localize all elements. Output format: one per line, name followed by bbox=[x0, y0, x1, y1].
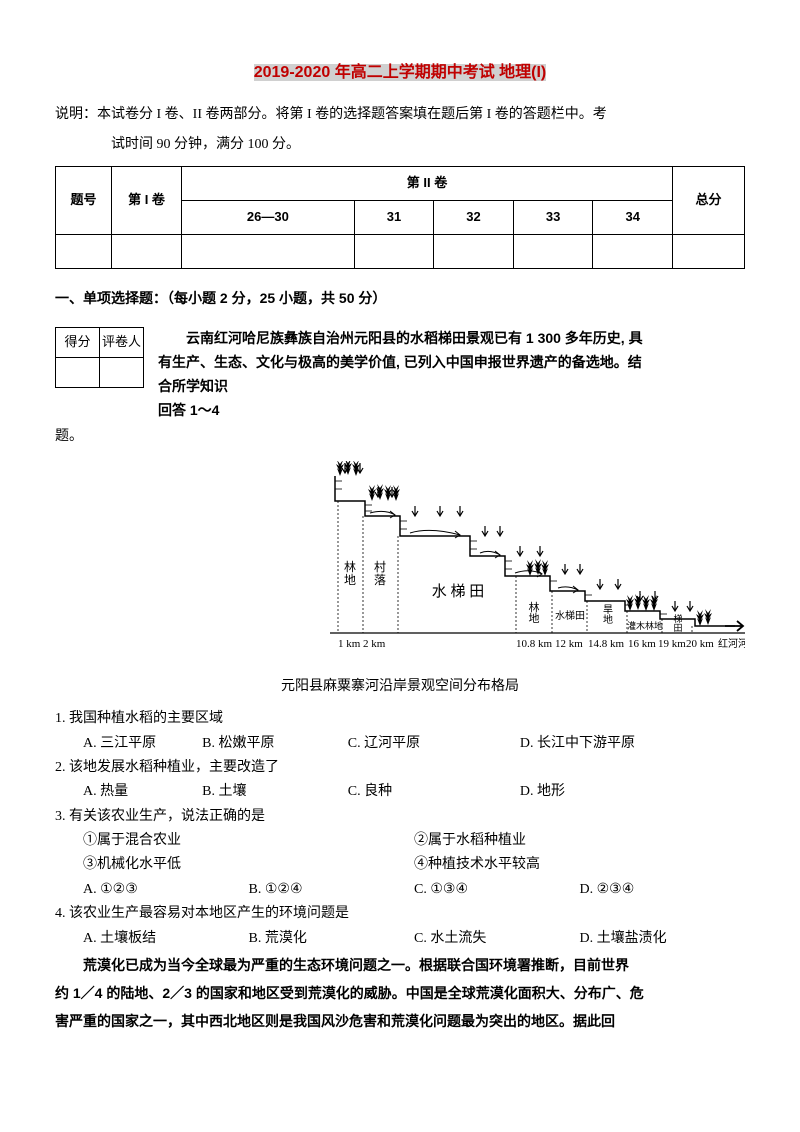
blank-cell bbox=[182, 234, 355, 268]
q3-s2: ②属于水稻种植业 bbox=[414, 830, 745, 852]
grader-table: 得分 评卷人 bbox=[55, 327, 144, 388]
label-terrace2: 水梯田 bbox=[555, 609, 585, 622]
sub-col-3: 33 bbox=[513, 201, 593, 235]
section-1-header: 一、单项选择题：（每小题 2 分，25 小题，共 50 分） bbox=[55, 287, 745, 309]
q1-opts: A. 三江平原 B. 松嫩平原 C. 辽河平原 D. 长江中下游平原 bbox=[55, 733, 745, 755]
river-label: 红河河谷 bbox=[718, 637, 745, 650]
mini-cell-b: 评卷人 bbox=[100, 328, 144, 358]
col-header-part1: 第 I 卷 bbox=[112, 167, 182, 235]
blank-cell bbox=[112, 234, 182, 268]
tick-3: 12 km bbox=[555, 638, 583, 650]
tick-1: 2 km bbox=[363, 638, 386, 650]
q3-opt-a: A. ①②③ bbox=[83, 879, 249, 901]
final-p2: 约 1／4 的陆地、2／3 的国家和地区受到荒漠化的威胁。中国是全球荒漠化面积大… bbox=[55, 982, 745, 1006]
q2-text: 2. 该地发展水稻种植业，主要改造了 bbox=[55, 757, 745, 779]
q1-opt-c: C. 辽河平原 bbox=[348, 733, 520, 755]
q1-opt-a: A. 三江平原 bbox=[83, 733, 202, 755]
q2-opt-a: A. 热量 bbox=[83, 781, 202, 803]
passage-leftover: 题。 bbox=[55, 426, 745, 448]
q4-opt-a: A. 土壤板结 bbox=[83, 928, 249, 950]
q4-text: 4. 该农业生产最容易对本地区产生的环境问题是 bbox=[55, 903, 745, 925]
label-terrace3: 梯田 bbox=[673, 613, 682, 633]
passage-text: 云南红河哈尼族彝族自治州元阳县的水稻梯田景观已有 1 300 多年历史, 具 有… bbox=[158, 327, 643, 422]
q4-opt-c: C. 水土流失 bbox=[414, 928, 580, 950]
blank-cell bbox=[354, 234, 434, 268]
q4-opt-b: B. 荒漠化 bbox=[249, 928, 415, 950]
title-year: 2019-2020 bbox=[254, 64, 331, 81]
final-p1: 荒漠化已成为当今全球最为严重的生态环境问题之一。根据联合国环境署推断，目前世界 bbox=[55, 954, 745, 978]
passage-l3: 合所学知识 bbox=[158, 375, 643, 399]
label-village: 村落 bbox=[374, 560, 386, 587]
terrain-diagram: 林地 村落 水 梯 田 林地 水梯田 旱地 灌木林地 梯田 1 km 2 km … bbox=[330, 461, 745, 656]
label-shrub: 灌木林地 bbox=[627, 620, 663, 631]
page-title: 2019-2020 年高二上学期期中考试 地理(I) bbox=[55, 60, 745, 86]
blank-cell bbox=[56, 234, 112, 268]
mini-cell-a: 得分 bbox=[56, 328, 100, 358]
tick-7: 20 km bbox=[686, 638, 714, 650]
q3-s4: ④种植技术水平较高 bbox=[414, 854, 745, 876]
score-summary-table: 题号 第 I 卷 第 II 卷 总分 26—30 31 32 33 34 bbox=[55, 166, 745, 268]
passage-block: 得分 评卷人 云南红河哈尼族彝族自治州元阳县的水稻梯田景观已有 1 300 多年… bbox=[55, 327, 745, 422]
tick-5: 16 km bbox=[628, 638, 656, 650]
q2-opt-d: D. 地形 bbox=[520, 781, 745, 803]
q3-opt-b: B. ①②④ bbox=[249, 879, 415, 901]
passage-l1: 云南红河哈尼族彝族自治州元阳县的水稻梯田景观已有 1 300 多年历史, 具 bbox=[158, 327, 643, 351]
sub-col-2: 32 bbox=[434, 201, 514, 235]
q4-opt-d: D. 土壤盐渍化 bbox=[580, 928, 746, 950]
terrain-diagram-wrap: 林地 村落 水 梯 田 林地 水梯田 旱地 灌木林地 梯田 1 km 2 km … bbox=[55, 461, 745, 656]
final-p3: 害严重的国家之一，其中西北地区则是我国风沙危害和荒漠化问题最为突出的地区。据此回 bbox=[55, 1010, 745, 1034]
title-rest: 年高二上学期期中考试 地理(I) bbox=[330, 64, 546, 81]
q3-text: 3. 有关该农业生产，说法正确的是 bbox=[55, 806, 745, 828]
q2-opts: A. 热量 B. 土壤 C. 良种 D. 地形 bbox=[55, 781, 745, 803]
blank-cell bbox=[513, 234, 593, 268]
tick-6: 19 km bbox=[658, 638, 686, 650]
sub-col-4: 34 bbox=[593, 201, 673, 235]
q1-opt-d: D. 长江中下游平原 bbox=[520, 733, 745, 755]
intro-line-1: 说明：本试卷分 I 卷、II 卷两部分。将第 I 卷的选择题答案填在题后第 I … bbox=[55, 104, 745, 126]
q3-line2: ③机械化水平低 ④种植技术水平较高 bbox=[55, 854, 745, 876]
col-header-total: 总分 bbox=[673, 167, 745, 235]
blank-cell bbox=[593, 234, 673, 268]
q3-s3: ③机械化水平低 bbox=[83, 854, 414, 876]
col-header-part2: 第 II 卷 bbox=[182, 167, 673, 201]
intro-line-2: 试时间 90 分钟，满分 100 分。 bbox=[55, 134, 745, 156]
q3-opt-d: D. ②③④ bbox=[580, 879, 746, 901]
q3-s1: ①属于混合农业 bbox=[83, 830, 414, 852]
q3-opt-c: C. ①③④ bbox=[414, 879, 580, 901]
q1-opt-b: B. 松嫩平原 bbox=[202, 733, 348, 755]
label-forest2: 林地 bbox=[529, 600, 540, 625]
col-header-num: 题号 bbox=[56, 167, 112, 235]
label-dry: 旱地 bbox=[603, 604, 613, 626]
tick-4: 14.8 km bbox=[588, 638, 625, 650]
blank-cell bbox=[673, 234, 745, 268]
sub-col-1: 31 bbox=[354, 201, 434, 235]
q1-text: 1. 我国种植水稻的主要区域 bbox=[55, 708, 745, 730]
q2-opt-c: C. 良种 bbox=[348, 781, 520, 803]
blank-cell bbox=[56, 358, 100, 388]
passage-l4: 回答 1～4 bbox=[158, 399, 643, 423]
label-forest1: 林地 bbox=[344, 560, 356, 587]
sub-col-0: 26—30 bbox=[182, 201, 355, 235]
q4-opts: A. 土壤板结 B. 荒漠化 C. 水土流失 D. 土壤盐渍化 bbox=[55, 928, 745, 950]
blank-cell bbox=[100, 358, 144, 388]
q3-line1: ①属于混合农业 ②属于水稻种植业 bbox=[55, 830, 745, 852]
diagram-caption: 元阳县麻粟寨河沿岸景观空间分布格局 bbox=[55, 676, 745, 698]
passage-l2: 有生产、生态、文化与极高的美学价值, 已列入中国申报世界遗产的备选地。结 bbox=[158, 351, 643, 375]
q2-opt-b: B. 土壤 bbox=[202, 781, 348, 803]
q3-opts: A. ①②③ B. ①②④ C. ①③④ D. ②③④ bbox=[55, 879, 745, 901]
tick-2: 10.8 km bbox=[516, 638, 553, 650]
blank-cell bbox=[434, 234, 514, 268]
label-terrace-main: 水 梯 田 bbox=[432, 583, 485, 600]
tick-0: 1 km bbox=[338, 638, 361, 650]
